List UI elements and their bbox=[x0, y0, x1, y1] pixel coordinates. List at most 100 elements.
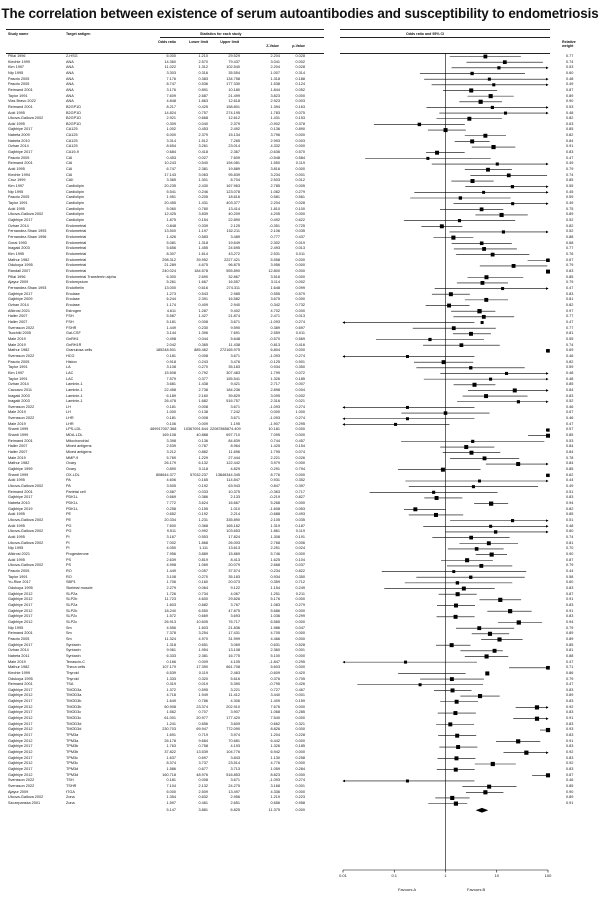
row-lower-limit: 0.425 bbox=[198, 104, 208, 109]
header-rule-stats bbox=[160, 37, 324, 38]
row-target-antigen: PS bbox=[66, 563, 72, 568]
row-z-value: -0.548 bbox=[269, 155, 280, 160]
row-z-value: 0.359 bbox=[270, 580, 280, 585]
row-z-value: 3.675 bbox=[270, 297, 280, 302]
odds-ratio-marker bbox=[545, 727, 551, 733]
row-upper-limit: 2.940 bbox=[230, 302, 240, 307]
row-odds-ratio: 3.108 bbox=[166, 365, 176, 370]
row-p-value: 0.011 bbox=[295, 331, 305, 336]
row-p-value: 0.000 bbox=[295, 212, 305, 217]
row-study-name: Kim 1997 bbox=[8, 184, 25, 189]
row-relative-weight: 0.47 bbox=[566, 659, 574, 664]
ci-arrow-right bbox=[546, 400, 549, 404]
row-z-value: 3.816 bbox=[270, 167, 280, 172]
row-lower-limit: 0.409 bbox=[198, 302, 208, 307]
row-lower-limit: 1.863 bbox=[198, 99, 208, 104]
row-p-value: 0.005 bbox=[295, 184, 305, 189]
row-lower-limit: 0.316 bbox=[198, 70, 208, 75]
row-p-value: 0.000 bbox=[295, 631, 305, 636]
row-odds-ratio: 6.000 bbox=[166, 53, 176, 58]
row-z-value: 7.676 bbox=[270, 704, 280, 709]
row-study-name: Aoki 1995 bbox=[8, 512, 25, 517]
row-target-antigen: Ovary bbox=[66, 461, 77, 466]
row-odds-ratio: 240.024 bbox=[162, 268, 176, 273]
row-z-value: 1.082 bbox=[270, 189, 280, 194]
row-odds-ratio: 2.042 bbox=[166, 342, 176, 347]
row-relative-weight: 0.94 bbox=[566, 619, 574, 624]
row-lower-limit: 0.882 bbox=[198, 450, 208, 455]
row-odds-ratio: 11.723 bbox=[164, 597, 176, 602]
row-target-antigen: Sm bbox=[66, 631, 72, 636]
x-tick-label: 0.01 bbox=[339, 873, 347, 878]
odds-ratio-marker bbox=[480, 321, 484, 325]
row-z-value: 8.776 bbox=[270, 472, 280, 477]
row-z-value: 1.326 bbox=[270, 376, 280, 381]
row-z-value: 2.204 bbox=[270, 201, 280, 206]
row-upper-limit: 2.214 bbox=[230, 512, 240, 517]
row-odds-ratio: 1.372 bbox=[166, 687, 176, 692]
row-odds-ratio: 7.104 bbox=[166, 784, 176, 789]
row-odds-ratio: 0.669 bbox=[166, 495, 176, 500]
row-target-antigen: Endomysium bbox=[66, 280, 88, 285]
odds-ratio-marker bbox=[453, 614, 458, 619]
row-upper-limit: 3.974 bbox=[230, 733, 240, 738]
row-study-name: Kim 1997 bbox=[8, 65, 25, 70]
row-lower-limit: 6.550 bbox=[198, 608, 208, 613]
row-z-value: 1.251 bbox=[270, 591, 280, 596]
row-upper-limit: 32.867 bbox=[228, 274, 240, 279]
row-z-value: 2.493 bbox=[270, 246, 280, 251]
row-p-value: 0.000 bbox=[295, 308, 305, 313]
row-target-antigen: Tenascin-C bbox=[66, 659, 85, 664]
row-z-value: 1.154 bbox=[270, 585, 280, 590]
summary-p-value: 0.000 bbox=[295, 807, 305, 812]
row-z-value: 6.565 bbox=[270, 619, 280, 624]
row-z-value: 4.776 bbox=[270, 761, 280, 766]
header-odds-ratio: Odds ratio bbox=[158, 40, 176, 44]
odds-ratio-marker bbox=[450, 795, 455, 801]
row-target-antigen: Laminin-1 bbox=[66, 393, 83, 398]
row-lower-limit: 1.197 bbox=[198, 229, 208, 234]
row-relative-weight: 0.74 bbox=[566, 535, 574, 539]
row-study-name: Kim 1995 bbox=[8, 252, 25, 256]
ci-arrow-right bbox=[546, 83, 549, 87]
row-z-value: 2.106 bbox=[270, 229, 280, 234]
ci-arrow-left bbox=[342, 355, 345, 358]
row-p-value: 0.000 bbox=[295, 257, 305, 262]
row-upper-limit: 23.014 bbox=[228, 144, 240, 149]
odds-ratio-marker bbox=[454, 603, 458, 608]
row-lower-limit: 0.595 bbox=[198, 687, 208, 692]
row-odds-ratio: 7.579 bbox=[166, 376, 176, 381]
row-upper-limit: 516.757 bbox=[226, 399, 240, 404]
row-odds-ratio: 1.241 bbox=[166, 721, 176, 726]
odds-ratio-marker bbox=[510, 519, 515, 523]
row-odds-ratio: 7.176 bbox=[166, 76, 176, 81]
row-z-value: 4.705 bbox=[270, 631, 280, 636]
row-z-value: -0.636 bbox=[269, 150, 280, 155]
row-upper-limit: 11.696 bbox=[228, 450, 240, 455]
row-odds-ratio: 26.913 bbox=[164, 619, 176, 624]
odds-ratio-marker bbox=[490, 761, 495, 767]
row-target-antigen: ANA bbox=[66, 76, 74, 81]
row-lower-limit: 0.243 bbox=[198, 359, 208, 364]
row-p-value: 0.001 bbox=[295, 172, 305, 177]
row-study-name: Ajayur 2009 bbox=[8, 280, 29, 285]
row-target-antigen: PDK1L bbox=[66, 506, 79, 511]
row-odds-ratio: 160.718 bbox=[162, 772, 176, 777]
row-upper-limit: 16.667 bbox=[228, 501, 240, 506]
row-lower-limit: 2.379 bbox=[198, 133, 208, 138]
row-z-value: 5.603 bbox=[270, 665, 280, 670]
row-study-name: Nip 1995 bbox=[8, 625, 24, 630]
row-odds-ratio: 26.178 bbox=[164, 738, 176, 743]
row-target-antigen: CA19-9 bbox=[66, 150, 79, 155]
row-study-name: Aoki 1995 bbox=[8, 557, 25, 562]
row-study-name: Reimand 2001 bbox=[8, 161, 33, 166]
row-lower-limit: 0.368 bbox=[198, 523, 208, 528]
row-lower-limit: 6.132 bbox=[198, 461, 208, 466]
row-target-antigen: ANA bbox=[66, 93, 74, 98]
row-target-antigen: Parietal cell bbox=[66, 489, 86, 494]
row-study-name: Cruz 1999 bbox=[8, 178, 26, 183]
row-target-antigen: Syntaxin bbox=[66, 648, 81, 653]
row-p-value: 0.000 bbox=[295, 274, 305, 279]
row-p-value: 0.153 bbox=[295, 116, 305, 121]
row-relative-weight: 0.53 bbox=[566, 65, 574, 70]
